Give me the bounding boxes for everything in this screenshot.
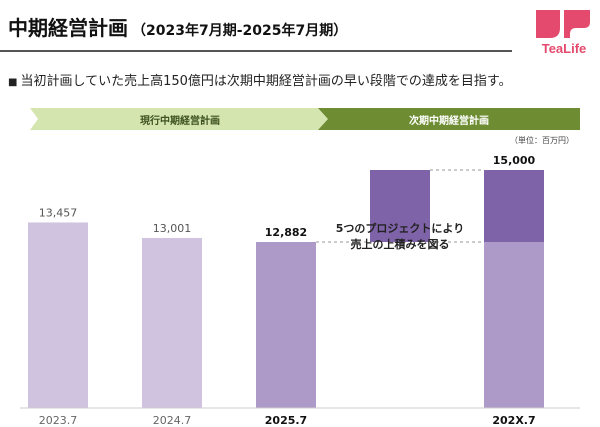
bullet-square-icon: ■ (8, 77, 18, 88)
category-label-2025.7: 2025.7 (265, 414, 307, 427)
category-label-202X.7: 202X.7 (492, 414, 535, 427)
page-title: 中期経営計画 （2023年7月期-2025年7月期） (8, 12, 347, 41)
bar-increment-waterfall (370, 170, 430, 243)
phase-current-plan: 現行中期経営計画 (30, 108, 330, 130)
annotation-line-2: 売上の上積みを図る (351, 237, 450, 251)
category-label-2023.7: 2023.7 (39, 414, 78, 427)
bar-2024.7 (142, 237, 202, 408)
value-label-2024.7: 13,001 (153, 222, 192, 235)
title-main: 中期経営計画 (8, 16, 128, 40)
phase-next-plan: 次期中期経営計画 (318, 108, 580, 130)
summary-bullet: ■ 当初計画していた売上高150億円は次期中期経営計画の早い段階での達成を目指す。 (8, 70, 512, 89)
title-underline (0, 50, 512, 52)
bar-2023.7 (28, 222, 88, 408)
logo-text: TeaLife (541, 41, 587, 56)
bar-202X.7 (484, 242, 544, 408)
summary-text: 当初計画していた売上高150億円は次期中期経営計画の早い段階での達成を目指す。 (20, 74, 512, 89)
tealife-logo-icon (536, 10, 590, 38)
value-label-2023.7: 13,457 (39, 206, 78, 219)
bar-2025.7 (256, 242, 316, 408)
unit-label: （単位：百万円） (510, 136, 574, 145)
title-period: （2023年7月期-2025年7月期） (132, 23, 348, 39)
value-label-2025.7: 12,882 (265, 226, 307, 239)
annotation-line-1: 5つのプロジェクトにより (336, 221, 464, 235)
value-label-202X.7: 15,000 (493, 154, 536, 167)
category-label-2024.7: 2024.7 (153, 414, 192, 427)
bar-segment-increment-202X.7 (484, 170, 544, 243)
